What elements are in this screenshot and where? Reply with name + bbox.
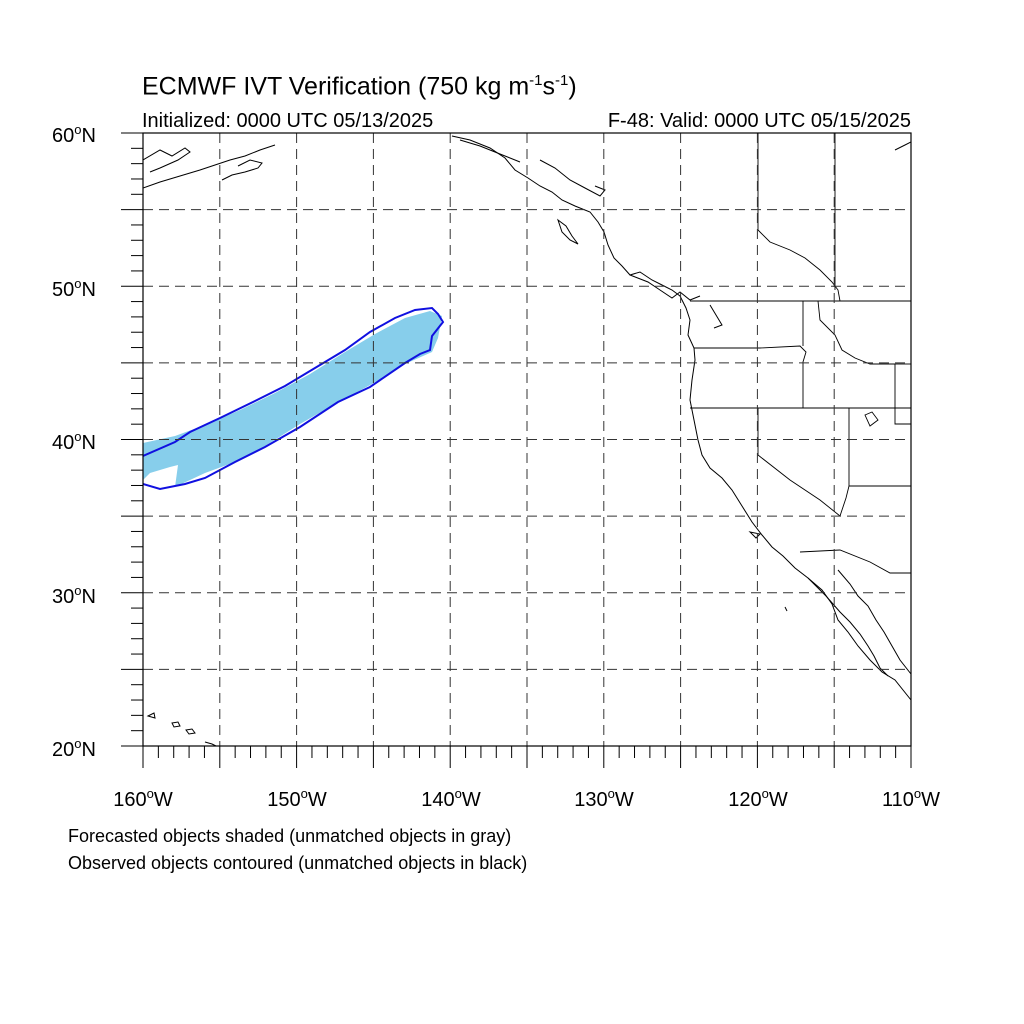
lon-label-150: 150oW [267,786,327,811]
map-title: ECMWF IVT Verification (750 kg m-1s-1) [142,72,577,101]
graticule-grid [143,133,911,746]
lat-label-40: 40oN [52,429,96,454]
coastlines [143,135,911,746]
observed-object-contour [143,306,445,491]
plot-frame [142,132,912,747]
initialized-time: Initialized: 0000 UTC 05/13/2025 [142,110,434,132]
lon-label-110: 110oW [882,786,940,811]
lon-label-130: 130oW [574,786,634,811]
axis-ticks [121,132,912,768]
lat-label-50: 50oN [52,276,96,301]
valid-time: F-48: Valid: 0000 UTC 05/15/2025 [607,110,911,132]
lat-label-30: 30oN [52,583,96,608]
lat-label-20: 20oN [52,736,96,761]
legend-forecast-note: Forecasted objects shaded (unmatched obj… [68,826,512,846]
lat-labels: 60oN 50oN 40oN 30oN 20oN [52,122,96,761]
lon-label-140: 140oW [421,786,481,811]
lon-labels: 160oW 150oW 140oW 130oW 120oW 110oW [113,786,940,811]
legend-observed-note: Observed objects contoured (unmatched ob… [68,853,528,873]
lat-label-60: 60oN [52,122,96,147]
political-borders [690,133,911,574]
forecast-object [143,311,442,487]
lon-label-160: 160oW [113,786,173,811]
lon-label-120: 120oW [728,786,788,811]
